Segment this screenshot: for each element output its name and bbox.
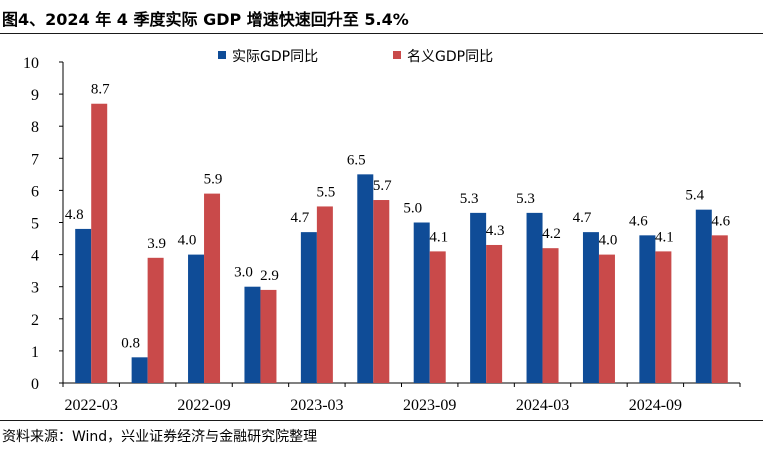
x-tick-label: 2024-03 (516, 397, 569, 414)
y-tick-label: 6 (31, 183, 39, 200)
legend: 实际GDP同比 名义GDP同比 (218, 49, 493, 65)
bar-real-gdp (188, 254, 205, 383)
y-tick-label: 0 (31, 376, 39, 393)
data-label-nominal-gdp: 4.6 (711, 213, 730, 229)
y-tick-label: 4 (31, 248, 39, 265)
bar-nominal-gdp (429, 251, 446, 383)
y-tick-label: 8 (31, 119, 39, 136)
data-label-real-gdp: 5.4 (685, 188, 704, 204)
bar-real-gdp (526, 212, 543, 383)
bar-nominal-gdp (373, 200, 390, 383)
data-label-nominal-gdp: 4.3 (486, 223, 505, 239)
x-tick-label: 2023-03 (290, 397, 343, 414)
data-label-nominal-gdp: 2.9 (260, 268, 279, 284)
bar-real-gdp (300, 232, 317, 383)
bar-nominal-gdp (711, 235, 728, 383)
data-label-real-gdp: 5.0 (403, 201, 422, 217)
y-tick-label: 7 (31, 151, 39, 168)
bar-nominal-gdp (91, 103, 108, 383)
chart-title: 图4、2024 年 4 季度实际 GDP 增速快速回升至 5.4% (2, 10, 409, 29)
x-tick-label: 2022-09 (177, 397, 230, 414)
y-tick-label: 1 (31, 344, 39, 361)
source-note: 资料来源：Wind，兴业证券经济与金融研究院整理 (2, 429, 318, 445)
bar-real-gdp (413, 222, 430, 383)
data-label-real-gdp: 6.5 (347, 152, 366, 168)
data-label-real-gdp: 4.7 (573, 210, 592, 226)
bar-nominal-gdp (147, 257, 164, 383)
data-label-nominal-gdp: 5.7 (373, 178, 392, 194)
bar-nominal-gdp (542, 248, 559, 383)
y-tick-label: 5 (31, 216, 39, 233)
bar-nominal-gdp (260, 289, 277, 383)
y-tick-label: 3 (31, 280, 39, 297)
legend-label-real: 实际GDP同比 (232, 49, 318, 65)
bar-real-gdp (639, 235, 656, 383)
data-label-nominal-gdp: 4.1 (655, 229, 674, 245)
bar-nominal-gdp (655, 251, 672, 383)
bar-real-gdp (357, 174, 374, 383)
data-label-nominal-gdp: 8.7 (91, 82, 110, 98)
source-divider (0, 420, 763, 421)
bar-real-gdp (470, 212, 487, 383)
data-label-real-gdp: 3.0 (234, 265, 253, 281)
bar-nominal-gdp (316, 206, 333, 383)
bar-real-gdp (244, 286, 261, 383)
data-label-nominal-gdp: 5.9 (204, 172, 223, 188)
data-label-real-gdp: 4.8 (65, 207, 84, 223)
data-label-real-gdp: 0.8 (121, 335, 140, 351)
bar-real-gdp (131, 357, 148, 383)
bar-nominal-gdp (486, 244, 503, 383)
bars (75, 103, 728, 383)
axes: 0 1 2 3 4 5 6 7 8 9 10 2022-03 2022-09 2023-03 2023-09… (23, 55, 741, 414)
legend-swatch-nominal (393, 51, 401, 59)
bar-nominal-gdp (598, 254, 615, 383)
y-tick-label: 9 (31, 87, 39, 104)
y-tick-label: 10 (23, 55, 39, 72)
bar-real-gdp (75, 228, 92, 383)
bar-real-gdp (695, 209, 712, 383)
x-tick-label: 2022-03 (65, 397, 118, 414)
legend-swatch-real (218, 51, 226, 59)
x-tick-label: 2024-09 (629, 397, 682, 414)
x-tick-label: 2023-09 (403, 397, 456, 414)
data-label-nominal-gdp: 4.1 (429, 229, 448, 245)
bar-real-gdp (582, 232, 599, 383)
data-label-nominal-gdp: 5.5 (317, 184, 336, 200)
y-tick-label: 2 (31, 312, 39, 329)
data-label-real-gdp: 5.3 (460, 191, 479, 207)
data-label-real-gdp: 4.0 (178, 233, 197, 249)
data-label-nominal-gdp: 4.2 (542, 226, 561, 242)
data-label-nominal-gdp: 3.9 (147, 236, 166, 252)
data-label-real-gdp: 4.7 (291, 210, 310, 226)
data-labels: 4.8 0.8 4.0 3.0 4.7 6.5 5.0 5.3 5.3 4.7 4.6 5.4 8.7 3… (65, 82, 731, 352)
bar-nominal-gdp (204, 193, 221, 383)
data-label-real-gdp: 5.3 (516, 191, 535, 207)
legend-label-nominal: 名义GDP同比 (407, 49, 493, 65)
data-label-nominal-gdp: 4.0 (599, 233, 618, 249)
data-label-real-gdp: 4.6 (629, 213, 648, 229)
title-divider (0, 33, 763, 34)
